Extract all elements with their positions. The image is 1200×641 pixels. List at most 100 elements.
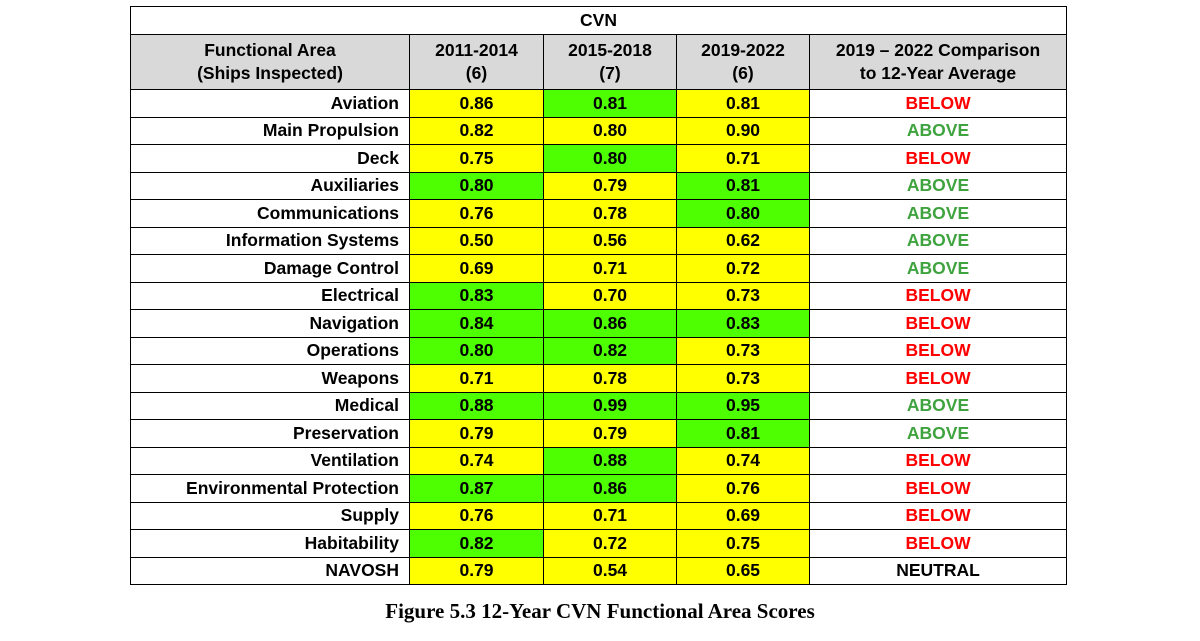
functional-area-cell: Supply <box>130 501 410 530</box>
header-2011-2014: 2011-2014 (6) <box>409 34 544 90</box>
comparison-cell: ABOVE <box>808 226 1068 255</box>
functional-area-cell: Information Systems <box>130 226 410 255</box>
score-2019-2022-cell: 0.90 <box>676 116 810 145</box>
functional-area-cell: Preservation <box>130 419 410 448</box>
table-header-row: Functional Area (Ships Inspected) 2011-2… <box>130 34 1068 90</box>
score-2011-2014-cell: 0.82 <box>409 116 544 145</box>
table-row: Communications 0.76 0.78 0.80 ABOVE <box>130 199 1068 228</box>
score-2015-2018-cell: 0.88 <box>543 446 677 475</box>
table-row: Electrical 0.83 0.70 0.73 BELOW <box>130 281 1068 310</box>
comparison-cell: BELOW <box>808 281 1068 310</box>
score-2011-2014-cell: 0.79 <box>409 419 544 448</box>
table-row: Preservation 0.79 0.79 0.81 ABOVE <box>130 419 1068 448</box>
score-2019-2022-cell: 0.65 <box>676 556 810 585</box>
score-2011-2014-cell: 0.79 <box>409 556 544 585</box>
table-row: Damage Control 0.69 0.71 0.72 ABOVE <box>130 254 1068 283</box>
score-2019-2022-cell: 0.81 <box>676 89 810 118</box>
score-2019-2022-cell: 0.69 <box>676 501 810 530</box>
comparison-cell: ABOVE <box>808 171 1068 200</box>
score-2019-2022-cell: 0.74 <box>676 446 810 475</box>
score-2011-2014-cell: 0.86 <box>409 89 544 118</box>
score-2011-2014-cell: 0.50 <box>409 226 544 255</box>
comparison-cell: BELOW <box>808 89 1068 118</box>
comparison-cell: BELOW <box>808 364 1068 393</box>
score-2015-2018-cell: 0.86 <box>543 474 677 503</box>
table-row: Supply 0.76 0.71 0.69 BELOW <box>130 501 1068 530</box>
score-2019-2022-cell: 0.73 <box>676 364 810 393</box>
functional-area-cell: Medical <box>130 391 410 420</box>
score-2019-2022-cell: 0.80 <box>676 199 810 228</box>
comparison-cell: BELOW <box>808 309 1068 338</box>
score-2011-2014-cell: 0.76 <box>409 199 544 228</box>
score-2015-2018-cell: 0.81 <box>543 89 677 118</box>
table-row: Medical 0.88 0.99 0.95 ABOVE <box>130 391 1068 420</box>
score-2015-2018-cell: 0.80 <box>543 144 677 173</box>
header-2015-2018: 2015-2018 (7) <box>543 34 677 90</box>
score-2019-2022-cell: 0.73 <box>676 281 810 310</box>
functional-area-cell: Damage Control <box>130 254 410 283</box>
table-title-row: CVN <box>129 6 1068 35</box>
functional-area-cell: Ventilation <box>130 446 410 475</box>
header-comparison: 2019 – 2022 Comparison to 12-Year Averag… <box>808 34 1068 90</box>
table-row: Habitability 0.82 0.72 0.75 BELOW <box>130 529 1068 558</box>
comparison-cell: ABOVE <box>808 391 1068 420</box>
score-2011-2014-cell: 0.83 <box>409 281 544 310</box>
functional-area-cell: Habitability <box>130 529 410 558</box>
score-2019-2022-cell: 0.81 <box>676 171 810 200</box>
score-2015-2018-cell: 0.79 <box>543 419 677 448</box>
table-title: CVN <box>129 6 1068 35</box>
comparison-cell: BELOW <box>808 474 1068 503</box>
score-2011-2014-cell: 0.76 <box>409 501 544 530</box>
score-2015-2018-cell: 0.82 <box>543 336 677 365</box>
comparison-cell: ABOVE <box>808 199 1068 228</box>
score-2019-2022-cell: 0.76 <box>676 474 810 503</box>
score-2011-2014-cell: 0.80 <box>409 336 544 365</box>
score-2019-2022-cell: 0.62 <box>676 226 810 255</box>
comparison-cell: BELOW <box>808 336 1068 365</box>
comparison-cell: BELOW <box>808 529 1068 558</box>
score-2015-2018-cell: 0.71 <box>543 501 677 530</box>
functional-area-cell: Weapons <box>130 364 410 393</box>
table-row: Environmental Protection 0.87 0.86 0.76 BELO… <box>130 474 1068 503</box>
score-2015-2018-cell: 0.71 <box>543 254 677 283</box>
score-2019-2022-cell: 0.83 <box>676 309 810 338</box>
header-2019-2022: 2019-2022 (6) <box>676 34 810 90</box>
comparison-cell: BELOW <box>808 144 1068 173</box>
score-2011-2014-cell: 0.87 <box>409 474 544 503</box>
cvn-functional-area-table: CVN Functional Area (Ships Inspected) 20… <box>129 6 1068 585</box>
table-row: Deck 0.75 0.80 0.71 BELOW <box>130 144 1068 173</box>
table-row: Navigation 0.84 0.86 0.83 BELOW <box>130 309 1068 338</box>
score-2015-2018-cell: 0.80 <box>543 116 677 145</box>
comparison-cell: BELOW <box>808 446 1068 475</box>
table-row: Auxiliaries 0.80 0.79 0.81 ABOVE <box>130 171 1068 200</box>
score-2011-2014-cell: 0.74 <box>409 446 544 475</box>
score-2011-2014-cell: 0.71 <box>409 364 544 393</box>
score-2015-2018-cell: 0.79 <box>543 171 677 200</box>
score-2015-2018-cell: 0.99 <box>543 391 677 420</box>
score-2019-2022-cell: 0.72 <box>676 254 810 283</box>
score-2015-2018-cell: 0.70 <box>543 281 677 310</box>
figure-caption: Figure 5.3 12-Year CVN Functional Area S… <box>385 599 815 623</box>
score-2015-2018-cell: 0.86 <box>543 309 677 338</box>
score-2015-2018-cell: 0.54 <box>543 556 677 585</box>
score-2011-2014-cell: 0.84 <box>409 309 544 338</box>
score-2011-2014-cell: 0.88 <box>409 391 544 420</box>
table-row: Information Systems 0.50 0.56 0.62 ABOVE <box>130 226 1068 255</box>
score-2019-2022-cell: 0.73 <box>676 336 810 365</box>
functional-area-cell: Main Propulsion <box>130 116 410 145</box>
functional-area-cell: NAVOSH <box>130 556 410 585</box>
comparison-cell: NEUTRAL <box>808 556 1068 585</box>
score-2015-2018-cell: 0.56 <box>543 226 677 255</box>
functional-area-cell: Aviation <box>130 89 410 118</box>
comparison-cell: ABOVE <box>808 116 1068 145</box>
functional-area-cell: Operations <box>130 336 410 365</box>
functional-area-cell: Navigation <box>130 309 410 338</box>
score-2019-2022-cell: 0.71 <box>676 144 810 173</box>
score-2019-2022-cell: 0.81 <box>676 419 810 448</box>
table-row: Aviation 0.86 0.81 0.81 BELOW <box>130 89 1068 118</box>
score-2011-2014-cell: 0.75 <box>409 144 544 173</box>
score-2015-2018-cell: 0.72 <box>543 529 677 558</box>
header-functional-area: Functional Area (Ships Inspected) <box>130 34 410 90</box>
comparison-cell: ABOVE <box>808 254 1068 283</box>
comparison-cell: BELOW <box>808 501 1068 530</box>
